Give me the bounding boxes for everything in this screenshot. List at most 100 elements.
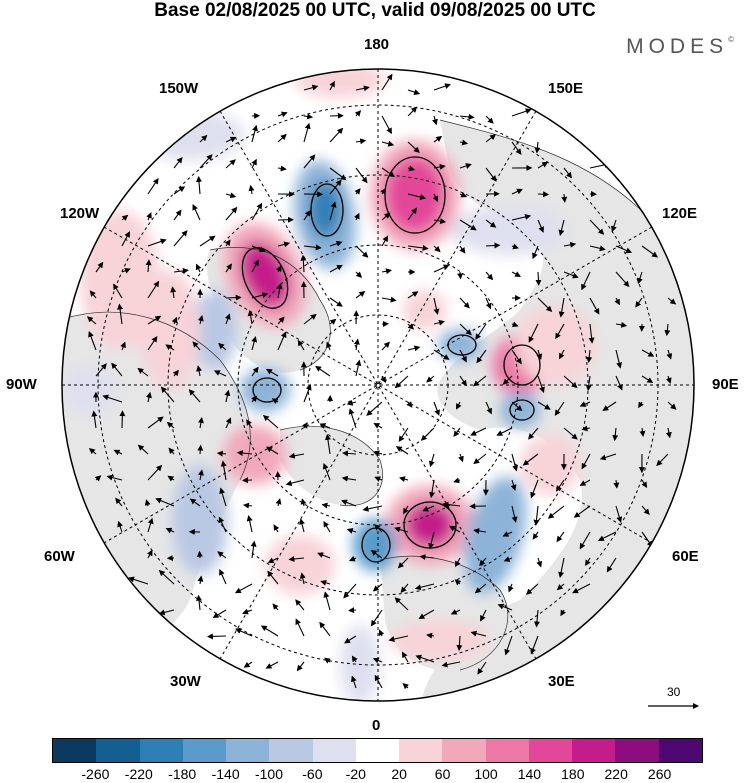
- wind-vector: [456, 401, 462, 410]
- wind-vector: [117, 520, 123, 533]
- wind-vector: [95, 261, 104, 273]
- wind-vector: [432, 193, 439, 203]
- colorbar-swatch: [615, 739, 659, 762]
- wind-vector: [355, 359, 362, 377]
- wind-vector: [218, 516, 227, 533]
- wind-vector: [381, 341, 390, 351]
- wind-vector: [262, 414, 279, 429]
- wind-vector: [459, 323, 472, 336]
- wind-vector: [329, 127, 344, 143]
- wind-vector: [581, 453, 591, 470]
- wind-vector: [581, 425, 591, 432]
- wind-vector: [381, 115, 392, 135]
- wind-vector: [216, 450, 227, 457]
- colorbar-swatch: [572, 739, 616, 762]
- wind-vector: [615, 349, 623, 369]
- wind-vector: [323, 591, 331, 611]
- wind-vector: [277, 165, 287, 172]
- lon-label-30w: 30W: [170, 673, 201, 690]
- wind-vector: [589, 297, 600, 315]
- wind-vector: [615, 321, 628, 328]
- colorbar-swatch: [312, 739, 356, 762]
- wind-vector: [295, 599, 305, 611]
- wind-vector: [537, 219, 544, 233]
- wind-vector: [470, 630, 487, 637]
- wind-vector: [537, 161, 549, 169]
- wind-vector: [402, 683, 409, 690]
- wind-vector: [433, 83, 451, 91]
- wind-vector: [667, 297, 677, 305]
- colorbar-tick-label: 220: [604, 766, 628, 782]
- wind-vector: [324, 657, 331, 664]
- wind-vector: [147, 517, 154, 533]
- wind-vector: [323, 520, 331, 533]
- wind-vector: [559, 349, 565, 360]
- wind-vector: [433, 401, 440, 416]
- wind-vector: [403, 505, 409, 515]
- wind-vector: [319, 621, 331, 637]
- wind-vector: [106, 474, 123, 481]
- wind-vector: [442, 501, 461, 508]
- wind-vector: [272, 603, 279, 611]
- wind-vector: [456, 635, 463, 652]
- wind-vector: [510, 479, 517, 491]
- colorbar-tick-label: 180: [561, 766, 585, 782]
- wind-vector: [251, 292, 269, 299]
- wind-vector: [199, 235, 216, 247]
- wind-vector: [225, 192, 237, 199]
- wind-vector: [448, 525, 461, 533]
- wind-vector: [95, 363, 107, 377]
- wind-vector: [89, 290, 97, 299]
- wind-vector: [485, 219, 497, 228]
- wind-vector: [579, 531, 591, 550]
- wind-vector: [563, 427, 578, 440]
- wind-vector: [502, 531, 513, 537]
- wind-vector: [381, 140, 395, 147]
- wind-vector: [329, 167, 347, 181]
- wind-vector: [171, 316, 178, 325]
- wind-vector: [147, 238, 167, 247]
- wind-vector: [536, 557, 543, 568]
- wind-vector: [265, 661, 279, 669]
- wind-vector: [450, 609, 461, 615]
- wind-vector: [351, 655, 358, 663]
- wind-vector: [225, 294, 242, 301]
- wind-vector: [341, 499, 357, 507]
- wind-vector: [457, 271, 464, 280]
- wind-vector: [602, 401, 617, 411]
- wind-vector: [503, 556, 513, 562]
- wind-vector: [581, 271, 591, 291]
- wind-vector: [319, 423, 331, 429]
- wind-vector: [485, 134, 496, 143]
- wind-vector: [117, 303, 124, 325]
- wind-vector: [611, 219, 617, 233]
- wind-vector: [276, 283, 283, 299]
- wind-vector: [300, 498, 307, 507]
- wind-vector: [195, 263, 202, 273]
- wind-vector: [561, 193, 568, 203]
- wind-vector: [511, 271, 521, 277]
- colorbar-tick-labels: -260 -220 -180 -140 -100 -60 -20 20 60 100 140 180 2…: [0, 766, 750, 783]
- wind-vector: [217, 551, 227, 559]
- wind-vector: [158, 569, 175, 585]
- wind-vector: [381, 212, 391, 221]
- colorbar-tick-label: 260: [647, 766, 672, 782]
- wind-vector: [317, 552, 331, 559]
- wind-vector: [381, 73, 393, 91]
- wind-vector: [432, 115, 438, 126]
- wind-vector: [346, 399, 357, 406]
- wind-vector: [511, 214, 532, 221]
- wind-vector: [373, 422, 383, 429]
- wind-vector: [225, 136, 237, 143]
- colorbar-tick-label: 140: [517, 766, 542, 782]
- wind-vector: [433, 349, 450, 360]
- wind-vector: [537, 375, 545, 394]
- wind-vector: [433, 245, 441, 253]
- wind-vector: [303, 209, 311, 221]
- wind-vector: [395, 446, 409, 455]
- wind-vector: [394, 375, 409, 389]
- wind-vector: [615, 375, 623, 391]
- map-boundary: [61, 68, 695, 702]
- wind-vector: [147, 177, 159, 195]
- wind-vector: [329, 297, 343, 307]
